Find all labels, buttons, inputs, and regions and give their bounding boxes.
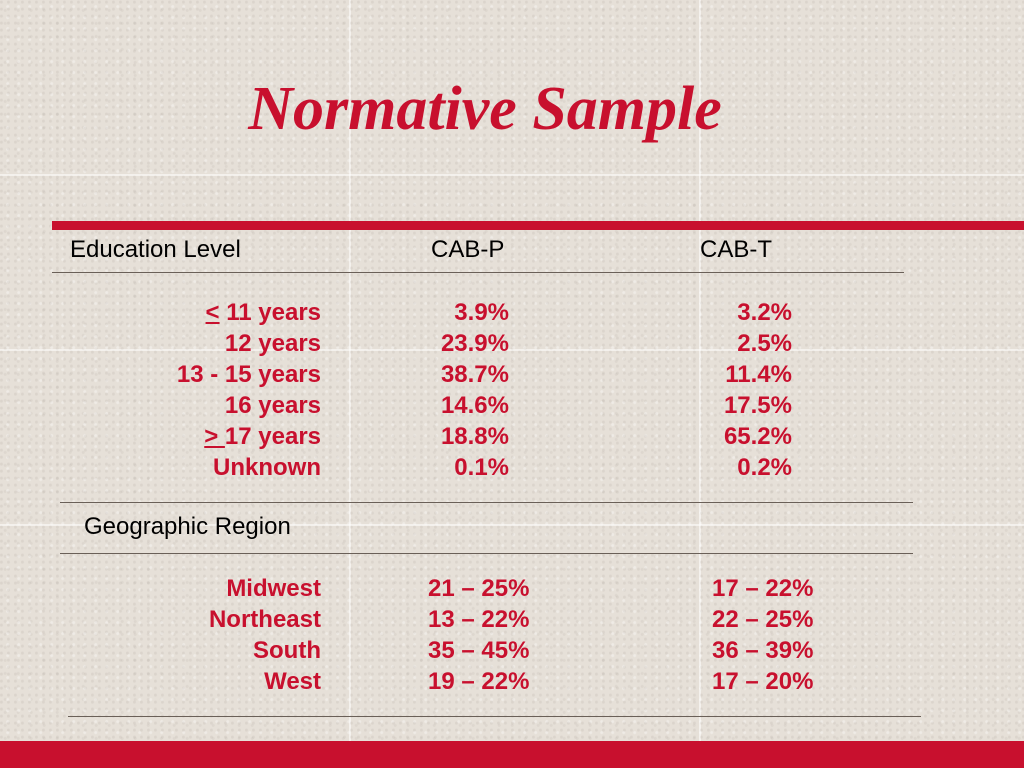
region-cabp-value: 35 – 45% bbox=[428, 637, 530, 664]
education-label-text: 17 years bbox=[224, 423, 321, 450]
education-row-label: 16 years bbox=[224, 392, 321, 419]
cab-t-header: CAB-T bbox=[700, 236, 772, 263]
slide-title: Normative Sample bbox=[248, 75, 722, 143]
education-row-label: < 11 years bbox=[206, 297, 321, 328]
region-header-divider bbox=[60, 553, 913, 554]
education-cabp-value: 38.7% bbox=[440, 361, 509, 388]
education-cabp-value: 3.9% bbox=[454, 299, 509, 326]
education-cabt-value: 0.2% bbox=[737, 454, 792, 481]
education-cabt-value: 11.4% bbox=[725, 361, 792, 388]
region-cabt-value: 17 – 20% bbox=[712, 668, 814, 695]
education-cabp-value: 23.9% bbox=[440, 330, 509, 357]
top-accent-bar bbox=[52, 221, 1024, 230]
education-level-header: Education Level bbox=[70, 236, 241, 263]
bottom-accent-bar bbox=[0, 741, 1024, 768]
region-row-label: West bbox=[264, 668, 321, 695]
region-cabp-value: 13 – 22% bbox=[428, 606, 530, 633]
education-row-label: Unknown bbox=[213, 454, 321, 481]
education-label-text: 11 years bbox=[219, 299, 321, 326]
cab-p-header: CAB-P bbox=[431, 236, 505, 263]
education-cabt-value: 3.2% bbox=[737, 299, 792, 326]
education-cabp-value: 0.1% bbox=[454, 454, 509, 481]
education-cabt-value: 2.5% bbox=[737, 330, 792, 357]
education-cabp-value: 18.8% bbox=[440, 423, 509, 450]
bottom-divider bbox=[68, 716, 921, 717]
section-divider bbox=[60, 502, 913, 503]
education-row-label: 13 - 15 years bbox=[176, 361, 321, 388]
less-equal-prefix: < bbox=[205, 299, 220, 326]
education-cabt-value: 17.5% bbox=[723, 392, 792, 419]
region-row-label: South bbox=[253, 637, 321, 664]
geographic-region-header: Geographic Region bbox=[84, 513, 291, 540]
header-divider bbox=[52, 272, 904, 273]
region-cabp-value: 21 – 25% bbox=[428, 575, 530, 602]
education-row-label: 12 years bbox=[224, 330, 321, 357]
education-row-label: > 17 years bbox=[204, 421, 321, 452]
region-cabt-value: 22 – 25% bbox=[712, 606, 814, 633]
region-cabp-value: 19 – 22% bbox=[428, 668, 530, 695]
region-cabt-value: 17 – 22% bbox=[712, 575, 814, 602]
region-row-label: Midwest bbox=[226, 575, 321, 602]
greater-equal-prefix: > bbox=[204, 423, 225, 450]
region-row-label: Northeast bbox=[208, 606, 321, 633]
education-cabp-value: 14.6% bbox=[440, 392, 509, 419]
region-cabt-value: 36 – 39% bbox=[712, 637, 814, 664]
education-cabt-value: 65.2% bbox=[723, 423, 792, 450]
